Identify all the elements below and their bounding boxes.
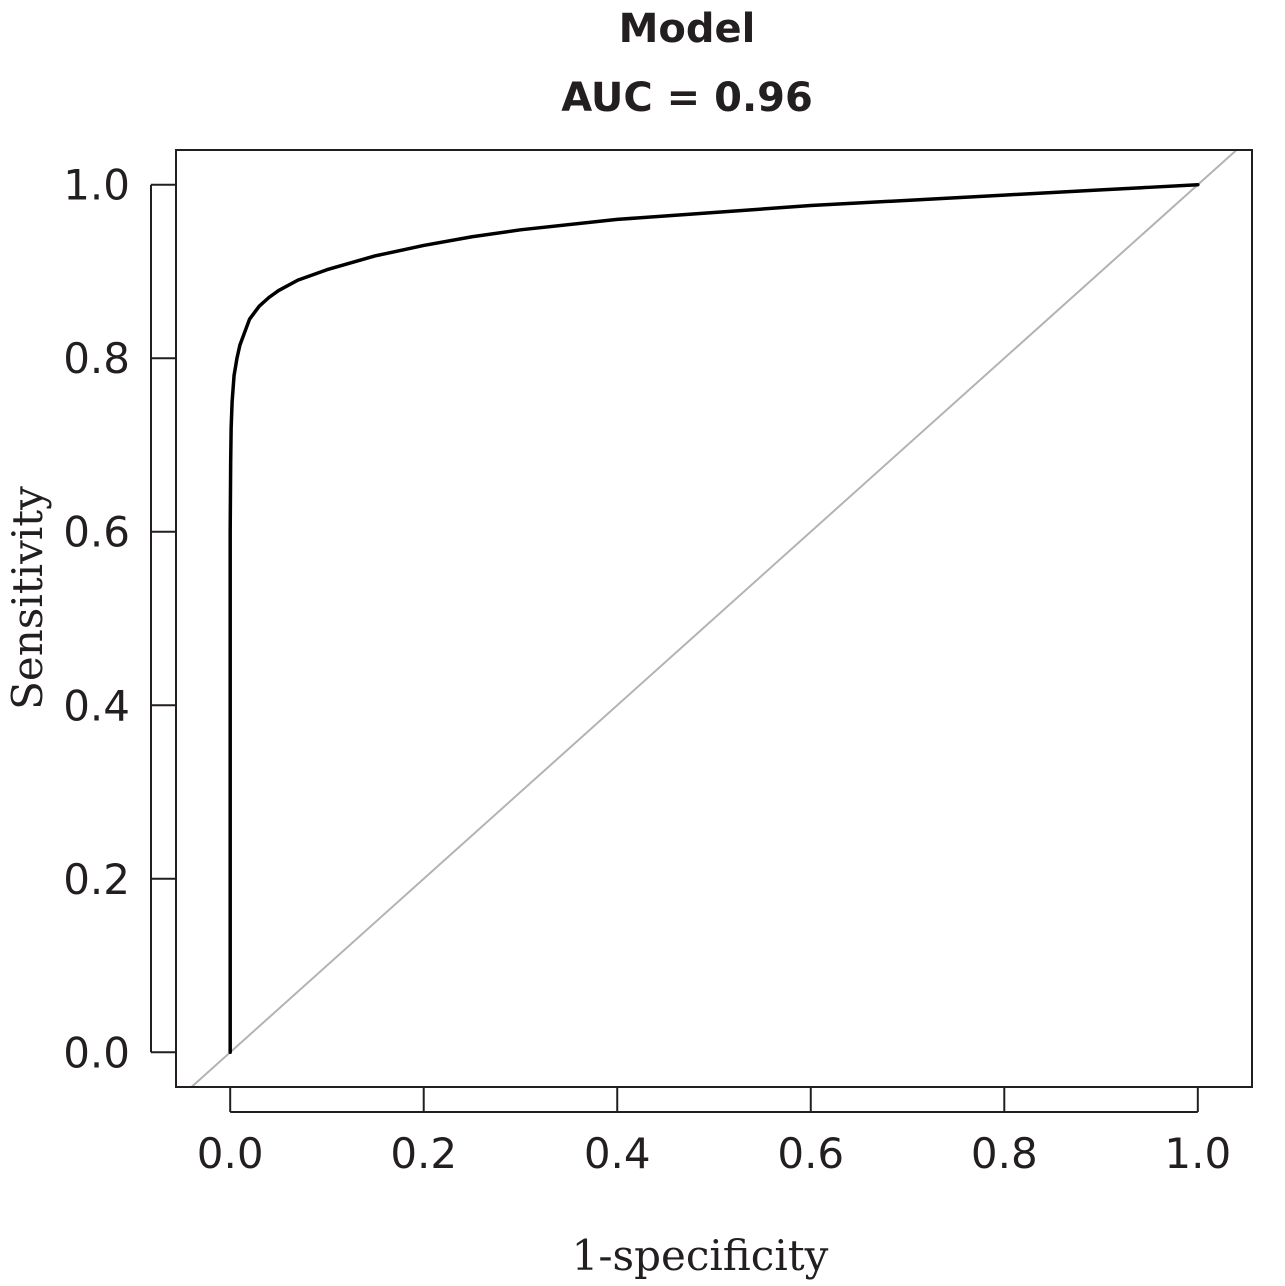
y-tick-label: 0.0 xyxy=(63,1028,130,1077)
y-tick-label: 0.4 xyxy=(63,681,130,730)
chart-subtitle: AUC = 0.96 xyxy=(561,75,813,121)
x-tick-label: 0.6 xyxy=(777,1129,844,1178)
x-axis-title: 1-specificity xyxy=(572,1231,829,1280)
y-tick-label: 0.6 xyxy=(63,508,130,557)
y-tick-label: 0.8 xyxy=(63,334,130,383)
x-tick-label: 1.0 xyxy=(1164,1129,1231,1178)
y-axis-title: Sensitivity xyxy=(3,486,52,710)
x-tick-label: 0.0 xyxy=(197,1129,264,1178)
x-tick-label: 0.2 xyxy=(390,1129,457,1178)
x-tick-label: 0.4 xyxy=(584,1129,651,1178)
plot-area xyxy=(190,149,1238,1088)
roc-curve-line xyxy=(228,182,1200,1055)
y-axis: 0.0 0.2 0.4 0.6 0.8 1.0 xyxy=(63,161,176,1077)
plot-frame xyxy=(175,149,1253,1088)
chart-title: Model xyxy=(619,6,756,52)
x-tick-label: 0.8 xyxy=(971,1129,1038,1178)
y-tick-label: 1.0 xyxy=(63,161,130,210)
y-tick-label: 0.2 xyxy=(63,855,130,904)
x-axis: 0.0 0.2 0.4 0.6 0.8 1.0 xyxy=(197,1087,1231,1178)
reference-diagonal-line xyxy=(190,149,1238,1088)
